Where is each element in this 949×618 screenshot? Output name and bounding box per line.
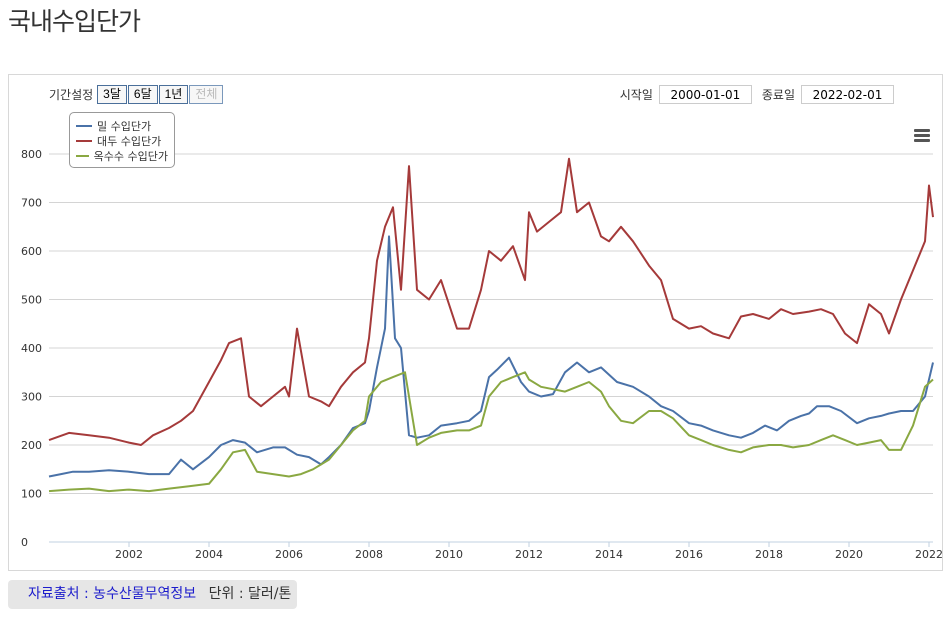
x-tick-label-2002: 2002 xyxy=(115,548,143,561)
legend-swatch-soybean xyxy=(76,139,92,142)
y-tick-label-800: 800 xyxy=(21,148,42,161)
line-chart: 0 100 200 300 400 500 600 700 800 2002 2004 2006 200… xyxy=(21,148,942,561)
period-selector: 기간설정 3달 6달 1년 전체 xyxy=(49,85,224,104)
x-tick-label-2014: 2014 xyxy=(595,548,623,561)
period-label: 기간설정 xyxy=(49,88,94,102)
x-tick-label-2012: 2012 xyxy=(515,548,543,561)
end-date-input[interactable] xyxy=(801,85,894,104)
chart-container: 기간설정 3달 6달 1년 전체 시작일 종료일 0 100 200 300 400 50… xyxy=(8,74,943,571)
y-tick-label-0: 0 xyxy=(21,536,28,549)
legend-label-wheat: 밀 수입단가 xyxy=(97,119,152,133)
date-range: 시작일 종료일 xyxy=(620,85,894,104)
series-line-corn xyxy=(48,371,934,493)
legend-swatch-corn xyxy=(76,154,89,157)
hamburger-menu-icon[interactable] xyxy=(914,129,930,143)
x-tick-label-2004: 2004 xyxy=(195,548,223,561)
source-info: 자료출처 : 농수산물무역정보 단위 : 달러/톤 xyxy=(8,580,297,609)
legend-item-wheat[interactable]: 밀 수입단가 xyxy=(76,118,168,133)
y-tick-label-600: 600 xyxy=(21,245,42,258)
start-date-label: 시작일 xyxy=(619,88,653,102)
x-tick-label-2010: 2010 xyxy=(435,548,463,561)
source-text: 자료출처 : 농수산물무역정보 xyxy=(28,586,197,602)
unit-text: 단위 : 달러/톤 xyxy=(208,586,292,602)
series-line-soybean xyxy=(48,157,934,446)
series-line-wheat xyxy=(48,235,934,478)
y-tick-label-300: 300 xyxy=(21,391,42,404)
page-title: 국내수입단가 xyxy=(8,7,141,36)
range-6m-button[interactable]: 6달 xyxy=(127,85,158,104)
start-date-input[interactable] xyxy=(658,85,752,104)
legend-label-corn: 옥수수 수입단가 xyxy=(93,149,168,163)
x-tick-label-2018: 2018 xyxy=(755,548,783,561)
range-all-button[interactable]: 전체 xyxy=(189,85,224,104)
legend-item-corn[interactable]: 옥수수 수입단가 xyxy=(76,148,168,163)
chart-legend: 밀 수입단가 대두 수입단가 옥수수 수입단가 xyxy=(69,112,175,168)
x-tick-label-2022: 2022 xyxy=(915,548,942,561)
legend-item-soybean[interactable]: 대두 수입단가 xyxy=(76,133,168,148)
range-3m-button[interactable]: 3달 xyxy=(97,85,127,104)
legend-label-soybean: 대두 수입단가 xyxy=(97,134,162,148)
y-tick-label-100: 100 xyxy=(21,488,42,501)
legend-swatch-wheat xyxy=(76,124,92,127)
x-tick-label-2016: 2016 xyxy=(675,548,703,561)
y-tick-label-200: 200 xyxy=(21,439,42,452)
x-tick-label-2008: 2008 xyxy=(355,548,383,561)
x-tick-label-2006: 2006 xyxy=(275,548,303,561)
y-tick-label-700: 700 xyxy=(21,197,42,210)
y-tick-label-500: 500 xyxy=(21,294,42,307)
end-date-label: 종료일 xyxy=(761,88,795,102)
x-tick-label-2020: 2020 xyxy=(835,548,863,561)
range-1y-button[interactable]: 1년 xyxy=(158,85,189,104)
y-tick-label-400: 400 xyxy=(21,342,42,355)
